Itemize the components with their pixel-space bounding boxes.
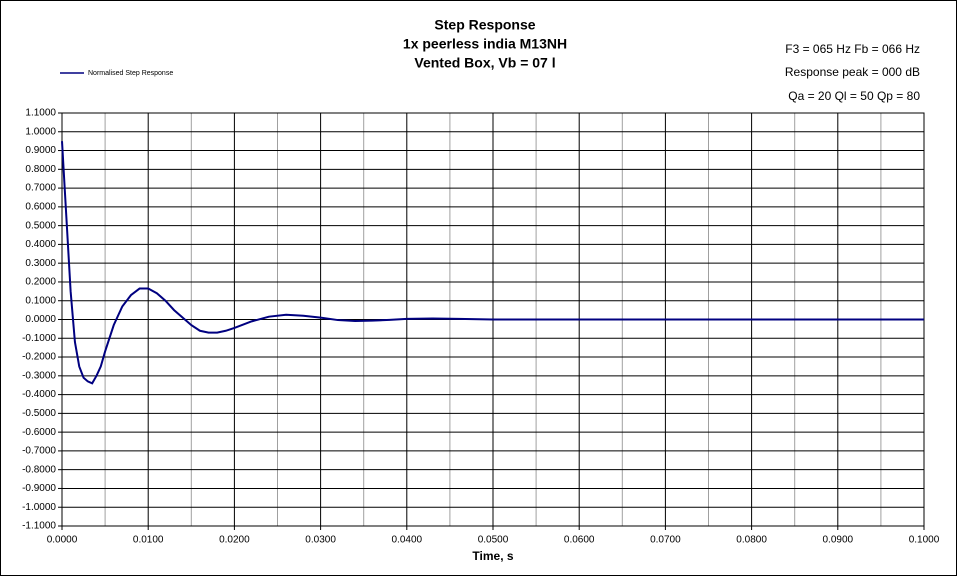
y-tick-label: 0.1000 [25,295,56,306]
y-tick-label: -0.8000 [22,464,56,475]
y-tick-label: -1.0000 [22,502,56,513]
x-tick-label: 0.0300 [305,535,336,546]
y-tick-label: 0.9000 [25,145,56,156]
x-tick-label: 0.0400 [392,535,423,546]
x-tick-label: 0.0100 [133,535,164,546]
annotation: Response peak = 000 dB [785,65,920,79]
y-tick-label: 1.1000 [25,108,56,119]
x-tick-label: 0.1000 [909,535,940,546]
y-tick-label: -0.5000 [22,408,56,419]
x-tick-label: 0.0800 [736,535,767,546]
annotation: F3 = 065 Hz Fb = 066 Hz [785,42,920,56]
annotation: Qa = 20 Ql = 50 Qp = 80 [788,89,920,103]
y-tick-label: 0.8000 [25,164,56,175]
chart-title: 1x peerless india M13NH [403,36,567,52]
y-tick-label: 0.2000 [25,277,56,288]
chart-title: Vented Box, Vb = 07 l [414,55,555,71]
x-tick-label: 0.0200 [219,535,250,546]
y-tick-label: 0.3000 [25,258,56,269]
x-tick-label: 0.0500 [478,535,509,546]
chart-title: Step Response [434,17,535,33]
y-tick-label: 0.0000 [25,314,56,325]
y-tick-label: 0.5000 [25,220,56,231]
y-tick-label: 0.4000 [25,239,56,250]
y-tick-label: 0.6000 [25,202,56,213]
y-tick-label: -0.9000 [22,483,56,494]
y-tick-label: -0.7000 [22,446,56,457]
y-tick-label: -0.6000 [22,427,56,438]
x-tick-label: 0.0600 [564,535,595,546]
x-tick-label: 0.0700 [650,535,681,546]
x-tick-label: 0.0000 [47,535,78,546]
y-tick-label: 1.0000 [25,126,56,137]
series-line [61,141,924,385]
y-tick-label: -0.2000 [22,352,56,363]
y-tick-label: -0.3000 [22,370,56,381]
x-tick-label: 0.0900 [823,535,854,546]
x-axis-label: Time, s [472,549,513,563]
y-tick-label: -1.1000 [22,521,56,532]
y-tick-label: 0.7000 [25,183,56,194]
y-tick-label: -0.1000 [22,333,56,344]
y-tick-label: -0.4000 [22,389,56,400]
legend-label: Normalised Step Response [88,70,173,77]
